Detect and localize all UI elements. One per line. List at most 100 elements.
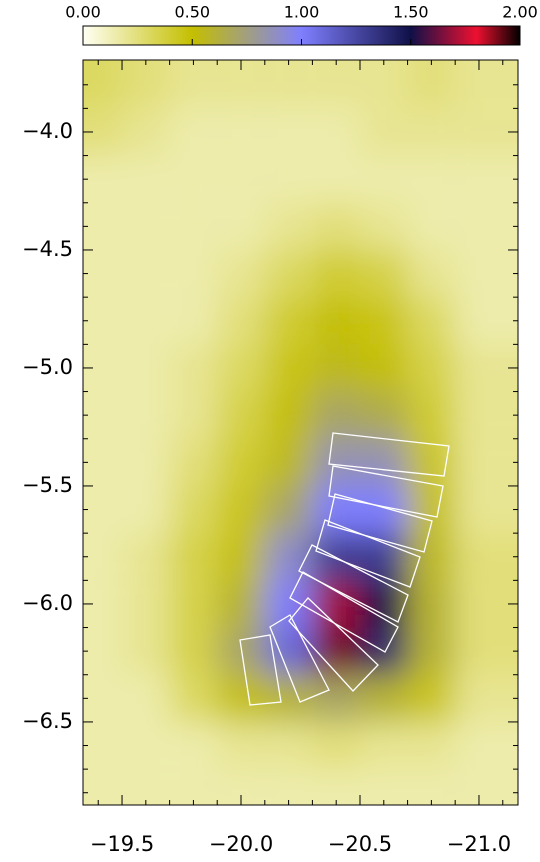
heatmap-cell	[407, 721, 456, 770]
heatmap-cell	[359, 391, 408, 439]
heatmap-cell	[122, 721, 170, 770]
y-tick-label: −6.0	[22, 591, 73, 615]
heatmap-cell	[359, 769, 408, 805]
heatmap-cell	[359, 108, 408, 156]
heatmap-cell	[359, 202, 408, 250]
heatmap-cell	[407, 60, 456, 109]
heatmap-cell	[264, 202, 313, 250]
heatmap-cell	[83, 391, 123, 439]
heatmap-cell	[407, 344, 456, 392]
slit-boxes	[239, 432, 450, 706]
heatmap-cell	[264, 60, 313, 109]
heatmap-cell	[312, 297, 360, 345]
heatmap-cell	[169, 297, 218, 345]
heatmap-cell	[83, 155, 123, 203]
heatmap-cell	[217, 202, 265, 250]
slit-box	[289, 571, 399, 653]
heatmap-cell	[407, 438, 456, 486]
slit-box	[298, 544, 409, 623]
colorbar-tick-label: 2.00	[502, 3, 538, 22]
heatmap-cell	[83, 627, 123, 675]
heatmap-cell	[312, 580, 360, 628]
heatmap-cell	[407, 108, 456, 156]
heatmap-cell	[312, 721, 360, 770]
heatmap-cell	[122, 438, 170, 486]
heatmap-cell	[83, 60, 123, 109]
heatmap-cell	[455, 769, 518, 805]
heatmap-cell	[455, 485, 518, 534]
heatmap-cell	[359, 155, 408, 203]
heatmap-cell	[407, 155, 456, 203]
heatmap-cell	[169, 485, 218, 534]
heatmap-cell	[122, 391, 170, 439]
heatmap-cell	[83, 438, 123, 486]
heatmap-cell	[264, 721, 313, 770]
slit-box	[328, 465, 444, 518]
heatmap-cell	[407, 485, 456, 534]
heatmap-cell	[122, 580, 170, 628]
heatmap-cell	[455, 533, 518, 581]
heatmap-cell	[455, 202, 518, 250]
heatmap-cell	[312, 391, 360, 439]
heatmap-cell	[217, 108, 265, 156]
heatmap-cell	[312, 202, 360, 250]
heatmap-cell	[455, 627, 518, 675]
colorbar-tick-label: 1.00	[284, 3, 320, 22]
heatmap-cell	[217, 344, 265, 392]
slit-box	[315, 519, 421, 588]
slit-box	[269, 614, 330, 703]
heatmap-cell	[407, 627, 456, 675]
heatmap-cell	[407, 580, 456, 628]
heatmap-cell	[455, 60, 518, 109]
heatmap-cell	[312, 155, 360, 203]
heatmap-cell	[312, 674, 360, 722]
heatmap-cell	[455, 391, 518, 439]
y-tick-label: −5.0	[22, 355, 73, 379]
heatmap-cell	[407, 249, 456, 298]
heatmap-cell	[455, 438, 518, 486]
heatmap-cell	[264, 485, 313, 534]
heatmap-cell	[122, 108, 170, 156]
heatmap-cell	[122, 627, 170, 675]
heatmap-cell	[169, 674, 218, 722]
heatmap-cell	[83, 721, 123, 770]
heatmap-cell	[83, 202, 123, 250]
slit-box	[239, 634, 282, 706]
heatmap-cell	[407, 769, 456, 805]
heatmap-cell	[312, 627, 360, 675]
heatmap-cell	[264, 108, 313, 156]
x-tick-label: −20.0	[209, 832, 273, 856]
colorbar-tick-label: 0.00	[65, 3, 101, 22]
heatmap-cell	[217, 485, 265, 534]
heatmap-cell	[83, 297, 123, 345]
heatmap-cell	[359, 60, 408, 109]
heatmap-cell	[455, 108, 518, 156]
heatmap-cell	[264, 627, 313, 675]
heatmap-cell	[122, 344, 170, 392]
slit-box	[328, 432, 450, 477]
heatmap-cell	[169, 249, 218, 298]
heatmap-cell	[169, 580, 218, 628]
heatmap-cell	[407, 202, 456, 250]
x-tick-label: −21.0	[447, 832, 511, 856]
heatmap-cell	[217, 438, 265, 486]
heatmap-cell	[122, 249, 170, 298]
heatmap-cell	[122, 202, 170, 250]
x-tick-label: −19.5	[90, 832, 154, 856]
heatmap-cell	[217, 297, 265, 345]
heatmap-cell	[169, 721, 218, 770]
heatmap-cell	[122, 674, 170, 722]
heatmap-cell	[312, 533, 360, 581]
heatmap-cell	[217, 627, 265, 675]
heatmap-cell	[264, 674, 313, 722]
heatmap-cell	[264, 155, 313, 203]
heatmap-cell	[169, 202, 218, 250]
y-tick-label: −4.5	[22, 237, 73, 261]
heatmap-cell	[359, 344, 408, 392]
heatmap-cell	[312, 485, 360, 534]
heatmap-cell	[83, 249, 123, 298]
y-tick-label: −5.5	[22, 473, 73, 497]
heatmap-cell	[217, 580, 265, 628]
heatmap-cell	[122, 769, 170, 805]
